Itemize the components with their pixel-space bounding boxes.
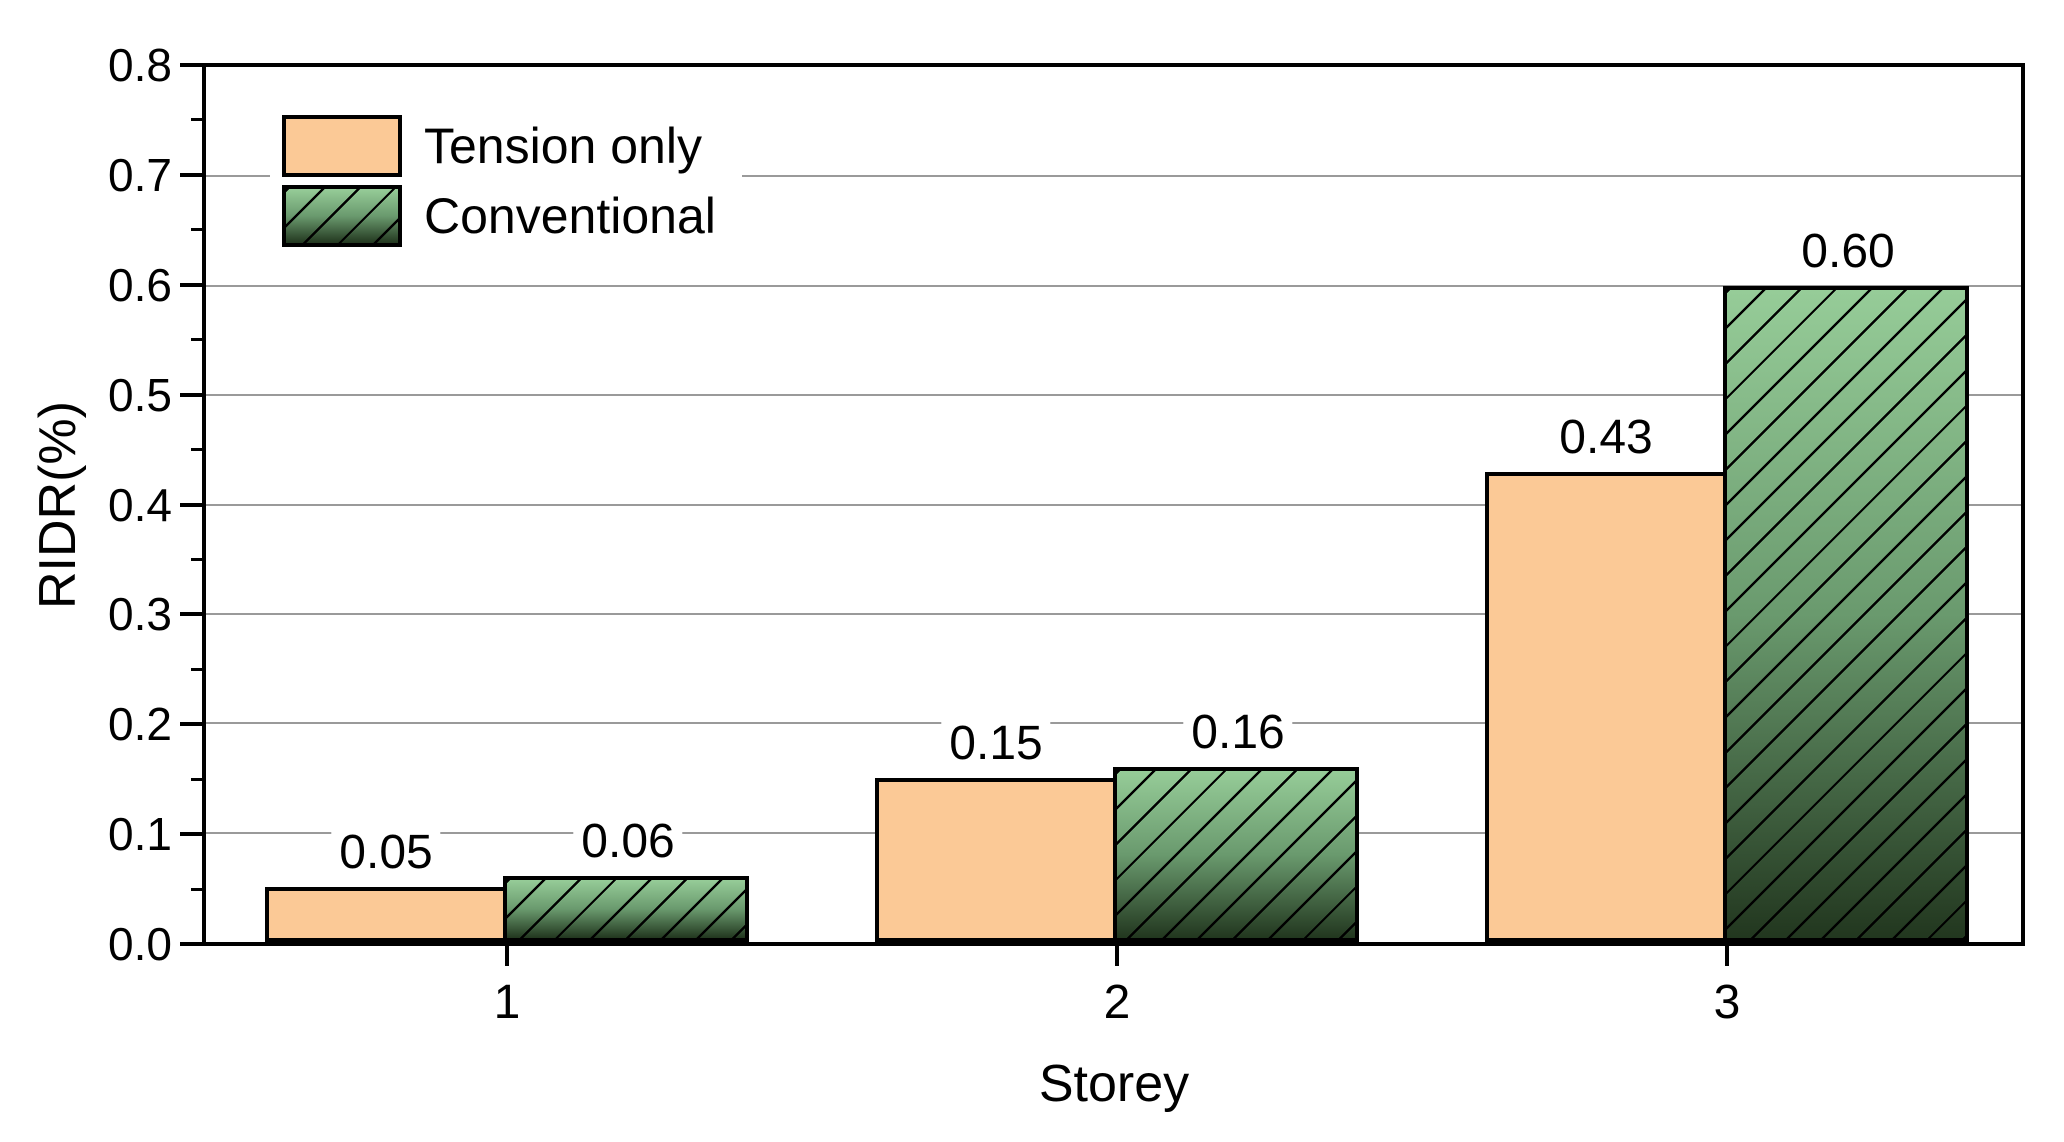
y-major-tick (180, 942, 202, 946)
y-axis-title: RIDR(%) (29, 401, 87, 609)
x-tick-label: 2 (1103, 976, 1131, 1029)
legend: Tension only Conventional (270, 107, 742, 255)
legend-item-tension-only: Tension only (282, 115, 716, 177)
y-major-tick (180, 722, 202, 727)
y-minor-tick (191, 118, 202, 122)
y-tick-label: 0.3 (108, 588, 172, 641)
bar-tension-only-storey-2 (875, 777, 1117, 942)
legend-swatch-conventional (282, 185, 402, 247)
y-minor-tick (191, 338, 202, 342)
y-minor-tick (191, 448, 202, 452)
legend-swatch-tension-only (282, 115, 402, 177)
x-axis-title: Storey (1038, 1055, 1190, 1113)
bar-value-label: 0.16 (1183, 705, 1293, 761)
y-tick-label: 0.1 (108, 808, 172, 861)
y-major-tick (180, 832, 202, 837)
y-major-tick (180, 612, 202, 617)
x-major-tick (1725, 944, 1729, 966)
y-minor-tick (191, 777, 202, 781)
legend-label: Conventional (424, 188, 716, 244)
bar-value-label: 0.43 (1551, 409, 1661, 466)
y-major-tick (180, 172, 202, 177)
y-minor-tick (191, 667, 202, 671)
bar-value-label: 0.60 (1793, 223, 1903, 280)
x-major-tick (505, 944, 509, 966)
y-major-tick (180, 502, 202, 507)
bar-tension-only-storey-3 (1485, 471, 1727, 942)
y-minor-tick (191, 557, 202, 561)
y-major-tick (180, 63, 202, 67)
grid-line (206, 175, 2021, 178)
x-tick-label: 3 (1713, 976, 1741, 1029)
y-minor-tick (191, 228, 202, 232)
grid-line (206, 284, 2021, 287)
x-tick-label: 1 (493, 976, 521, 1029)
x-major-tick (1115, 944, 1119, 966)
y-tick-label: 0.7 (108, 148, 172, 201)
grid-line (206, 394, 2021, 397)
bar-tension-only-storey-1 (265, 887, 507, 942)
legend-item-conventional: Conventional (282, 185, 716, 247)
y-major-tick (180, 282, 202, 287)
y-tick-label: 0.6 (108, 258, 172, 311)
y-minor-tick (191, 887, 202, 891)
grid-line (206, 722, 2021, 725)
bar-value-label: 0.15 (941, 715, 1051, 772)
bar-conventional-storey-2 (1113, 767, 1359, 942)
bar-conventional-storey-1 (503, 876, 749, 942)
bar-conventional-storey-3 (1723, 285, 1969, 942)
y-tick-label: 0.0 (108, 918, 172, 970)
legend-label: Tension only (424, 118, 702, 174)
y-tick-label: 0.5 (108, 368, 172, 421)
grid-line (206, 612, 2021, 615)
grid-line (206, 503, 2021, 506)
plot-area: 0.05 0.06 0.15 0.16 0.43 0.60 Tension only Co… (202, 63, 2025, 946)
bar-value-label: 0.05 (331, 825, 441, 882)
y-tick-label: 0.2 (108, 698, 172, 751)
y-major-tick (180, 392, 202, 397)
bar-value-label: 0.06 (573, 814, 683, 871)
y-tick-label: 0.4 (108, 478, 172, 531)
y-tick-label: 0.8 (108, 39, 172, 91)
